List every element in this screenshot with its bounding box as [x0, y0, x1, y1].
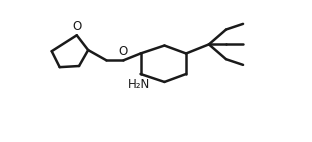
Text: O: O: [119, 45, 128, 58]
Text: O: O: [72, 20, 81, 33]
Text: H₂N: H₂N: [128, 78, 150, 91]
